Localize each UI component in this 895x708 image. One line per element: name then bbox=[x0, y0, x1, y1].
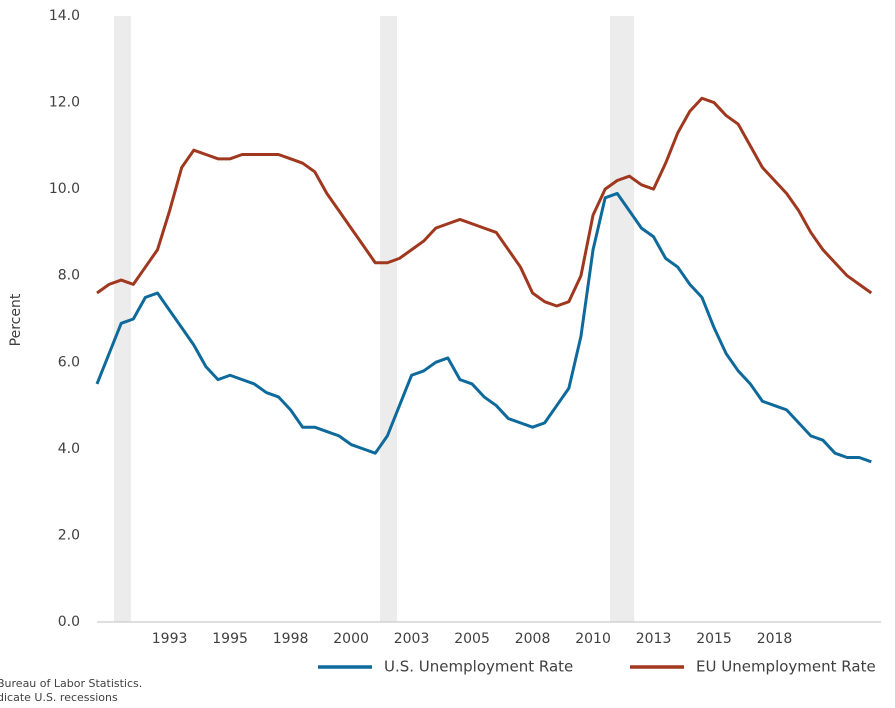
legend-label: U.S. Unemployment Rate bbox=[384, 658, 573, 676]
legend-label: EU Unemployment Rate bbox=[696, 658, 876, 676]
y-tick-label: 12.0 bbox=[49, 95, 80, 111]
footnote: Bureau of Labor Statistics. bbox=[0, 677, 142, 690]
y-tick-label: 6.0 bbox=[58, 354, 80, 370]
x-tick-label: 2008 bbox=[515, 631, 551, 647]
x-tick-label: 1993 bbox=[152, 631, 188, 647]
x-tick-label: 2010 bbox=[575, 631, 611, 647]
x-tick-label: 2005 bbox=[454, 631, 490, 647]
y-tick-label: 8.0 bbox=[58, 268, 80, 284]
y-tick-label: 4.0 bbox=[58, 441, 80, 457]
x-tick-label: 2003 bbox=[394, 631, 430, 647]
x-tick-label: 2013 bbox=[636, 631, 672, 647]
y-tick-label: 2.0 bbox=[58, 527, 80, 543]
series-line bbox=[96, 96, 873, 308]
x-tick-label: 2000 bbox=[333, 631, 369, 647]
y-tick-label: 0.0 bbox=[58, 614, 80, 630]
recession-band bbox=[609, 16, 635, 622]
recession-band bbox=[380, 16, 398, 622]
y-tick-label: 14.0 bbox=[49, 8, 80, 24]
x-tick-label: 2018 bbox=[757, 631, 793, 647]
y-axis-label: Percent bbox=[8, 293, 24, 346]
footnote: dicate U.S. recessions bbox=[0, 691, 118, 704]
recession-band bbox=[113, 16, 131, 622]
x-tick-label: 1995 bbox=[212, 631, 248, 647]
series-line bbox=[95, 191, 872, 464]
x-tick-label: 1998 bbox=[273, 631, 309, 647]
x-tick-label: 2015 bbox=[696, 631, 732, 647]
y-tick-label: 10.0 bbox=[49, 181, 80, 197]
